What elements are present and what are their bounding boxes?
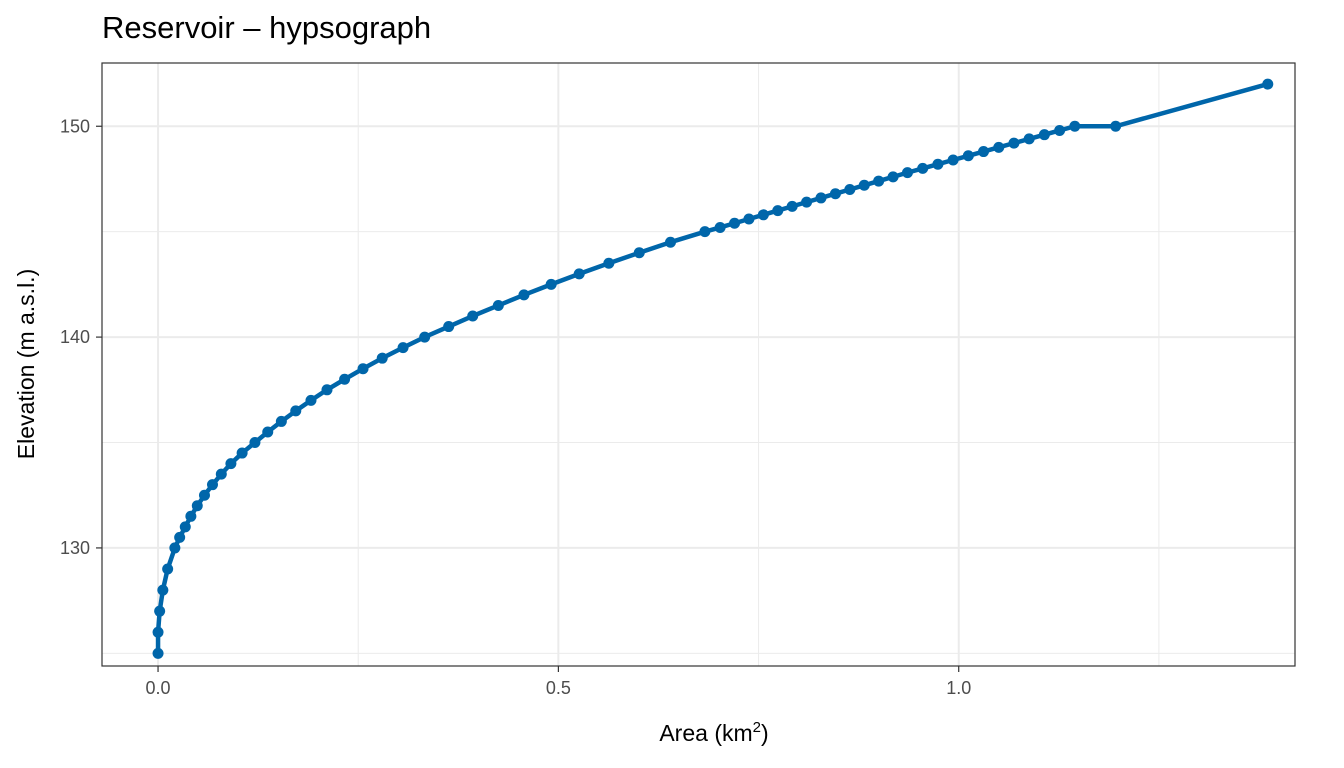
data-point: [786, 200, 798, 212]
data-point: [714, 221, 726, 233]
data-point: [376, 352, 388, 364]
data-point: [236, 447, 248, 459]
data-point: [215, 468, 227, 480]
data-point: [1262, 78, 1274, 90]
series-layer: [152, 78, 1274, 659]
axis-layer: 0.0 0.5 1.0 130 140 150: [60, 116, 971, 698]
data-point: [191, 500, 203, 512]
x-tick-label: 0.0: [146, 678, 171, 698]
data-point: [1023, 133, 1035, 145]
data-point: [772, 205, 784, 217]
data-point: [664, 236, 676, 248]
data-point: [152, 626, 164, 638]
data-point: [1069, 120, 1081, 132]
data-point: [206, 479, 218, 491]
data-point: [887, 171, 899, 183]
data-point: [1110, 120, 1122, 132]
y-axis-title: Elevation (m a.s.l.): [13, 269, 39, 459]
data-point: [179, 521, 191, 533]
y-tick-label: 130: [60, 538, 90, 558]
data-point: [154, 605, 166, 617]
data-point: [757, 209, 769, 221]
data-point: [290, 405, 302, 417]
data-point: [978, 146, 990, 158]
data-point: [169, 542, 181, 554]
data-point: [858, 179, 870, 191]
data-point: [901, 167, 913, 179]
y-tick-label: 140: [60, 327, 90, 347]
data-point: [873, 175, 885, 187]
data-point: [1008, 137, 1020, 149]
data-point: [185, 510, 197, 522]
data-point: [397, 342, 409, 354]
x-tick-label: 1.0: [946, 678, 971, 698]
series-line: [155, 81, 1271, 656]
data-point: [962, 150, 974, 162]
data-point: [339, 373, 351, 385]
data-point: [699, 226, 711, 238]
data-point: [492, 299, 504, 311]
data-point: [262, 426, 274, 438]
data-point: [157, 584, 169, 596]
data-point: [633, 247, 645, 259]
data-point: [932, 158, 944, 170]
panel-border: [101, 62, 1296, 667]
data-point: [174, 531, 186, 543]
data-point: [162, 563, 174, 575]
data-point: [993, 141, 1005, 153]
data-point: [917, 162, 929, 174]
data-point: [305, 394, 317, 406]
x-axis-title: Area (km2): [659, 719, 768, 746]
data-point: [357, 363, 369, 375]
data-point: [603, 257, 615, 269]
data-point: [443, 321, 455, 333]
data-point: [275, 415, 287, 427]
x-tick-label: 0.5: [546, 678, 571, 698]
data-point: [573, 268, 585, 280]
data-point: [518, 289, 530, 301]
grid-layer: [102, 63, 1295, 666]
chart-title: Reservoir – hypsograph: [102, 10, 432, 45]
data-point: [815, 192, 827, 204]
data-point: [844, 184, 856, 196]
data-point: [321, 384, 333, 396]
data-point: [743, 213, 755, 225]
data-point: [152, 647, 164, 659]
data-point: [1054, 124, 1066, 136]
data-point: [829, 188, 841, 200]
data-point: [198, 489, 210, 501]
data-point: [249, 437, 261, 449]
data-point: [947, 154, 959, 166]
data-point: [545, 278, 557, 290]
y-tick-label: 150: [60, 116, 90, 136]
data-point: [729, 217, 741, 229]
data-point: [801, 196, 813, 208]
data-point: [419, 331, 431, 343]
data-point: [467, 310, 479, 322]
data-point: [225, 458, 237, 470]
data-point: [1038, 129, 1050, 141]
